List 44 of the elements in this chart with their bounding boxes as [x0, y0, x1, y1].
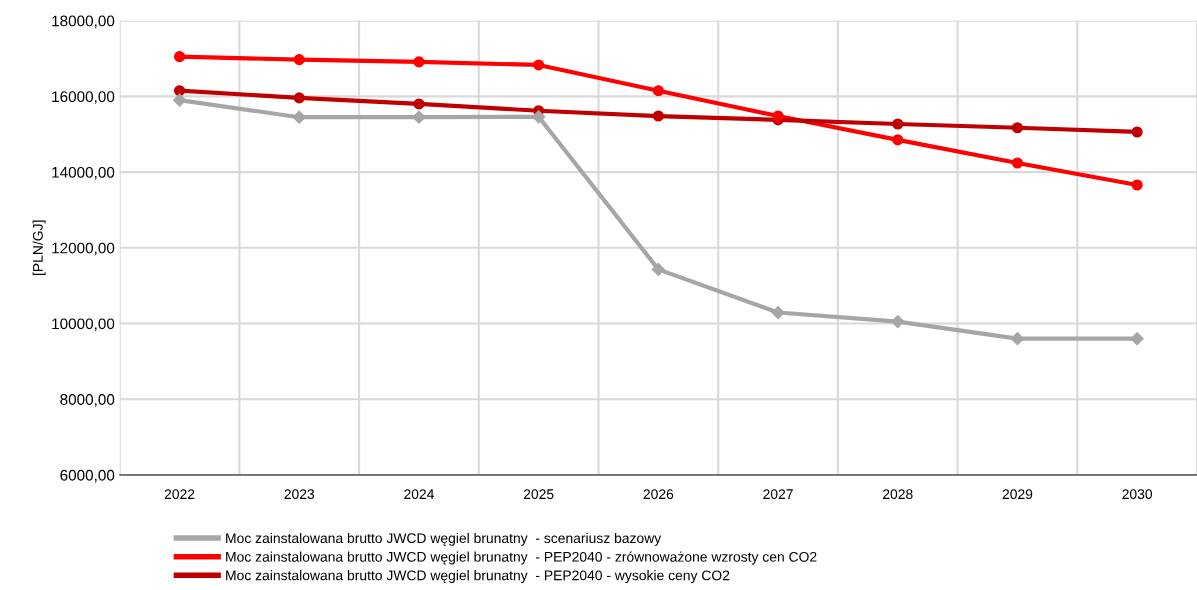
- y-tick-label: 16000,00: [52, 91, 115, 104]
- y-tick-label: 6000,00: [60, 469, 115, 483]
- x-tick-label: 2025: [523, 489, 554, 500]
- legend-label: Moc zainstalowana brutto JWCD węgiel brunatny - scenariusz bazowy: [226, 532, 662, 546]
- x-tick-label: 2027: [763, 489, 793, 500]
- y-tick-label: 12000,00: [52, 242, 115, 256]
- point: [1011, 122, 1024, 134]
- y-tick-label: 8000,00: [60, 394, 115, 407]
- point: [292, 110, 306, 124]
- x-tick-label: 2022: [164, 489, 195, 500]
- y-tick-label: 10000,00: [52, 318, 115, 332]
- point: [412, 110, 426, 124]
- point: [651, 262, 665, 276]
- point: [533, 59, 545, 71]
- point: [652, 85, 664, 97]
- x-tick-label: 2029: [1002, 489, 1033, 500]
- point: [172, 93, 187, 107]
- x-tick-label: 2030: [1122, 489, 1153, 500]
- point: [413, 56, 425, 68]
- x-tick-label: 2026: [643, 489, 674, 500]
- point: [532, 110, 546, 124]
- point: [1131, 179, 1143, 191]
- x-tick-label: 2023: [284, 489, 315, 500]
- legend-label: Moc zainstalowana brutto JWCD węgiel brunatny - PEP2040 - zrównoważone wzrosty cen CO2: [226, 551, 817, 565]
- point: [772, 110, 784, 122]
- legend-label: Moc zainstalowana brutto JWCD węgiel brunatny - PEP2040 - wysokie ceny CO2: [226, 570, 730, 584]
- point: [1130, 332, 1144, 346]
- x-tick-label: 2024: [404, 489, 434, 500]
- point: [173, 51, 186, 63]
- y-tick-label: 14000,00: [52, 166, 115, 180]
- point: [293, 92, 305, 104]
- point: [1011, 157, 1024, 169]
- point: [1010, 332, 1025, 346]
- point: [293, 54, 305, 66]
- x-tick-label: 2028: [883, 489, 913, 500]
- point: [892, 118, 904, 130]
- point: [1131, 126, 1143, 138]
- y-tick-label: 18000,00: [52, 15, 115, 29]
- point: [413, 98, 425, 110]
- point: [891, 315, 905, 329]
- point: [771, 305, 785, 320]
- point: [652, 110, 664, 122]
- point: [892, 134, 904, 146]
- y-axis-title: [PLN/GJ]: [32, 220, 46, 275]
